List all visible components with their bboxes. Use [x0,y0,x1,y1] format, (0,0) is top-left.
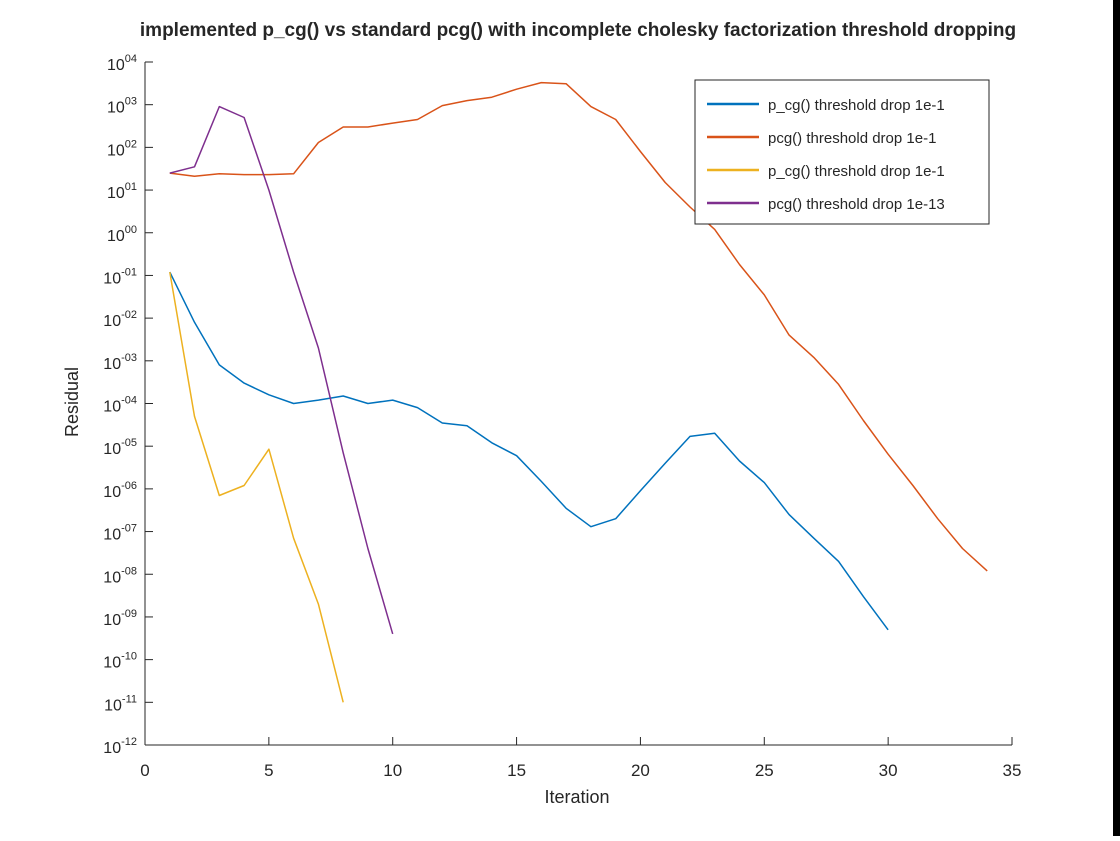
legend-label-3: p_cg() threshold drop 1e-1 [768,163,945,180]
y-tick-label: 10-08 [103,565,137,586]
x-axis-label: Iteration [544,787,609,807]
y-tick-label: 10-02 [103,309,137,330]
y-tick-label: 10-03 [103,352,137,373]
window-edge [1113,0,1120,836]
legend-label-2: pcg() threshold drop 1e-1 [768,130,936,147]
y-tick-label: 10-11 [104,693,137,714]
y-tick-label: 10-01 [103,266,137,287]
x-tick-label: 35 [1003,761,1022,780]
y-axis-label: Residual [62,367,82,437]
x-tick-label: 0 [140,761,149,780]
y-tick-label: 1001 [107,181,137,202]
y-tick-label: 1002 [107,138,137,159]
series-line-4 [169,105,394,635]
legend-label-4: pcg() threshold drop 1e-13 [768,196,945,213]
x-tick-label: 5 [264,761,273,780]
series-line-3 [169,271,344,703]
y-tick-label: 10-04 [103,395,137,416]
x-tick-label: 10 [383,761,402,780]
y-tick-label: 10-09 [103,608,137,629]
chart-title: implemented p_cg() vs standard pcg() wit… [140,20,1016,41]
x-tick-label: 30 [879,761,898,780]
y-tick-label: 10-12 [103,736,137,757]
y-tick-label: 10-05 [103,437,137,458]
y-tick-label: 10-10 [103,651,137,672]
x-tick-label: 15 [507,761,526,780]
y-tick-label: 10-06 [103,480,137,501]
y-tick-label: 10-07 [103,523,137,544]
y-tick-label: 1004 [107,53,137,74]
series-line-2 [169,81,988,572]
y-tick-label: 1003 [107,96,137,117]
series-line-1 [169,271,889,631]
x-tick-label: 20 [631,761,650,780]
y-tick-label: 1000 [107,224,137,245]
x-tick-label: 25 [755,761,774,780]
legend-label-1: p_cg() threshold drop 1e-1 [768,97,945,114]
